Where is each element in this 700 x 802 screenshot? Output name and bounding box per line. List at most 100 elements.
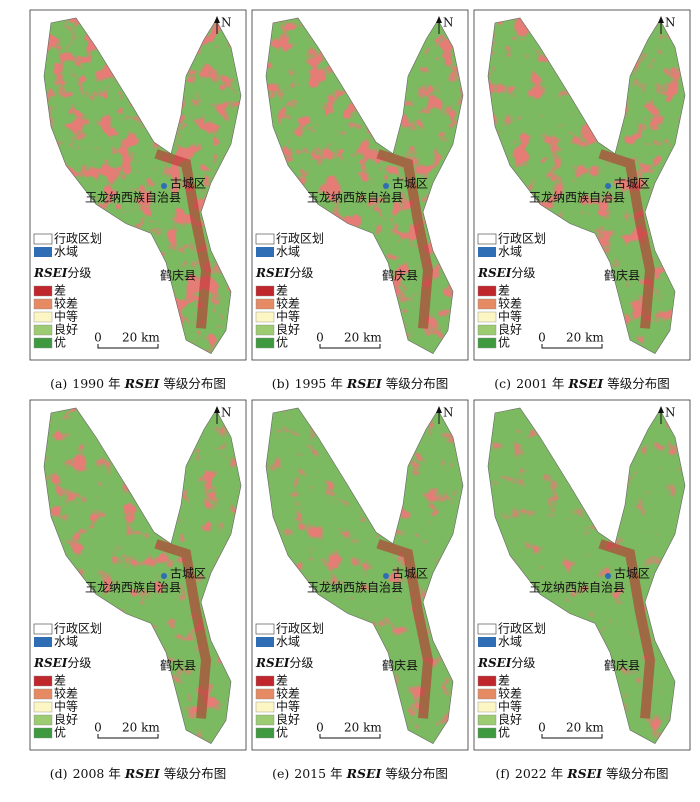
legend-label: 较差 xyxy=(276,686,300,701)
legend-label: 差 xyxy=(54,284,66,298)
caption: (c) 2001 年 RSEI 等级分布图 xyxy=(494,376,669,391)
legend-label: 行政区划 xyxy=(54,622,102,636)
legend-swatch xyxy=(255,337,275,349)
scale-label: 20 km xyxy=(566,721,604,735)
legend-index: RSEI xyxy=(255,656,290,670)
legend-swatch xyxy=(33,311,53,323)
legend-label: 优 xyxy=(276,726,288,740)
legend-swatch xyxy=(33,675,53,687)
legend-label: 行政区划 xyxy=(498,622,546,636)
caption-unit: 年 xyxy=(108,376,121,391)
north-arrow-head xyxy=(436,16,442,23)
caption-label: (d) xyxy=(50,766,68,781)
legend-label: 优 xyxy=(54,336,66,350)
legend-label: 良好 xyxy=(276,712,300,727)
region-outline xyxy=(43,17,242,355)
north-arrow-head xyxy=(436,406,442,413)
scale-label: 20 km xyxy=(122,331,160,345)
legend-label: 水域 xyxy=(498,635,522,649)
legend-swatch xyxy=(255,285,275,297)
region-outline xyxy=(265,17,464,355)
place-label: 玉龙纳西族自治县 xyxy=(529,581,625,595)
legend-label: 中等 xyxy=(54,309,78,324)
place-label: 玉龙纳西族自治县 xyxy=(85,581,181,595)
place-label: 鹤庆县 xyxy=(382,268,418,283)
water-body xyxy=(383,183,389,189)
legend-swatch xyxy=(33,233,53,245)
legend-suffix: 分级 xyxy=(511,656,535,670)
legend-label: 良好 xyxy=(54,712,78,727)
legend-swatch xyxy=(477,337,497,349)
caption-year: 2008 xyxy=(73,766,105,781)
place-label: 鹤庆县 xyxy=(160,268,196,283)
legend-swatch xyxy=(477,714,497,726)
caption-label: (a) xyxy=(50,376,67,391)
legend-swatch xyxy=(255,324,275,336)
place-label: 鹤庆县 xyxy=(604,268,640,283)
legend-swatch xyxy=(478,637,496,647)
legend-label: 优 xyxy=(276,336,288,350)
region-outline xyxy=(43,407,242,745)
legend-swatch xyxy=(255,298,275,310)
legend-index: RSEI xyxy=(477,656,512,670)
scale-label: 20 km xyxy=(344,331,382,345)
legend-label: 较差 xyxy=(498,296,522,311)
legend-label: 水域 xyxy=(54,635,78,649)
legend-swatch xyxy=(255,623,275,635)
legend-label: 行政区划 xyxy=(276,622,324,636)
legend-swatch xyxy=(33,298,53,310)
legend-title: RSEI分级 xyxy=(255,266,313,280)
caption-index: RSEI xyxy=(124,766,161,781)
legend-label: 水域 xyxy=(276,245,300,259)
legend-swatch xyxy=(33,324,53,336)
north-label: N xyxy=(443,16,454,30)
caption-unit: 年 xyxy=(552,376,565,391)
legend-swatch xyxy=(477,311,497,323)
caption-year: 2022 xyxy=(515,766,547,781)
caption-year: 1995 xyxy=(295,376,327,391)
caption-index: RSEI xyxy=(346,766,383,781)
legend-label: 行政区划 xyxy=(498,232,546,246)
legend-suffix: 分级 xyxy=(67,656,91,670)
north-arrow-head xyxy=(658,16,664,23)
caption-index: RSEI xyxy=(346,376,383,391)
valley-strip xyxy=(154,149,212,329)
north-arrow-head xyxy=(658,406,664,413)
legend-label: 水域 xyxy=(54,245,78,259)
caption-label: (e) xyxy=(272,766,289,781)
legend-label: 优 xyxy=(54,726,66,740)
legend-title: RSEI分级 xyxy=(477,266,535,280)
legend-title: RSEI分级 xyxy=(255,656,313,670)
place-label: 玉龙纳西族自治县 xyxy=(85,191,181,205)
legend-swatch xyxy=(477,298,497,310)
place-label: 玉龙纳西族自治县 xyxy=(307,581,403,595)
caption-suffix: 等级分布图 xyxy=(385,766,448,781)
place-label: 鹤庆县 xyxy=(604,658,640,673)
legend-suffix: 分级 xyxy=(67,266,91,280)
legend-swatch xyxy=(477,285,497,297)
water-body xyxy=(383,573,389,579)
legend-swatch xyxy=(33,688,53,700)
legend-label: 差 xyxy=(498,674,510,688)
legend-label: 中等 xyxy=(498,699,522,714)
legend-label: 中等 xyxy=(276,699,300,714)
legend-swatch xyxy=(33,701,53,713)
scale-label: 0 xyxy=(316,721,324,735)
legend-label: 良好 xyxy=(498,322,522,337)
caption-year: 2015 xyxy=(294,766,326,781)
caption: (a) 1990 年 RSEI 等级分布图 xyxy=(50,376,226,391)
legend-title: RSEI分级 xyxy=(33,266,91,280)
water-body xyxy=(161,183,167,189)
legend-swatch xyxy=(256,637,274,647)
valley-strip xyxy=(598,149,656,329)
place-label: 玉龙纳西族自治县 xyxy=(307,191,403,205)
caption-label: (c) xyxy=(494,376,511,391)
water-body xyxy=(605,573,611,579)
region-outline xyxy=(487,407,686,745)
north-label: N xyxy=(443,406,454,420)
legend-swatch xyxy=(477,623,497,635)
valley-strip xyxy=(376,149,434,329)
